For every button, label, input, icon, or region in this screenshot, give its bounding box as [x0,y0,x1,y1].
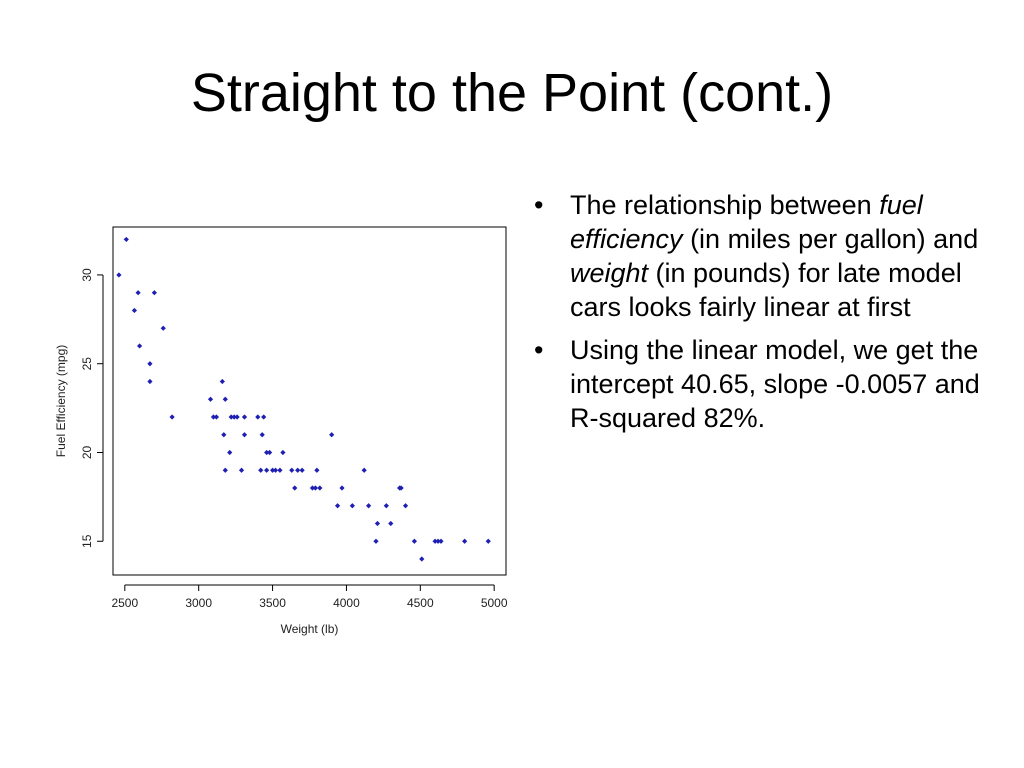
data-point [123,236,129,243]
bullet-text-segment: The relationship between [570,190,880,220]
data-point [398,485,404,491]
data-point [329,432,335,438]
data-point [269,467,276,473]
data-point [222,396,228,402]
y-axis-label: Fuel Efficiency (mpg) [54,345,68,457]
data-point [349,503,355,509]
y-tick-label: 20 [80,445,94,459]
scatter-chart: 2500 3000 3500 4000 4500 5000 15 20 25 30 Weight (… [40,210,530,650]
data-point [131,307,138,314]
x-tick-label: 4000 [333,596,360,610]
bullet-text-segment: Using the linear model, we get the inter… [570,335,980,433]
y-tick-label: 30 [80,268,94,282]
bullet-item: • The relationship between fuel efficien… [530,188,980,324]
data-point [292,485,298,491]
bullet-dot: • [534,335,544,365]
data-point [361,467,367,473]
data-point [258,467,264,473]
data-point [295,467,301,473]
x-tick-label: 4500 [407,596,434,610]
x-tick-label: 3500 [259,596,286,610]
data-point [312,485,319,491]
data-point [264,467,270,473]
data-point [432,538,438,544]
data-point [261,414,267,420]
data-point [238,467,245,473]
data-point [136,343,143,349]
bullet-text-segment: (in pounds) for late model cars looks fa… [570,258,962,322]
data-point [462,538,468,544]
data-point [241,432,248,438]
data-point [309,485,316,491]
data-point [259,432,265,438]
data-point [241,414,248,420]
data-point [147,378,153,385]
data-point [317,485,323,491]
data-point [314,467,320,473]
data-point [160,325,166,331]
data-point [388,520,394,527]
bullet-list: • The relationship between fuel efficien… [530,188,980,444]
data-point [135,290,141,296]
data-point [485,538,491,544]
data-point [234,414,240,420]
data-point [207,396,214,402]
data-point [435,538,441,544]
data-point [373,538,379,544]
x-axis-label: Weight (lb) [281,622,339,636]
data-point [289,467,295,473]
y-tick-label: 25 [80,357,94,371]
slide-title: Straight to the Point (cont.) [190,63,834,123]
data-point [277,467,283,473]
data-point [365,503,372,509]
data-point [151,290,157,296]
data-point [213,414,220,420]
data-point [221,432,227,438]
data-point [116,272,122,278]
bullet-text-italic: fuel efficiency [570,190,923,254]
data-point [438,538,444,544]
data-point [419,556,425,562]
x-tick-label: 3000 [185,596,212,610]
y-tick-label: 15 [80,534,94,548]
data-point [339,485,345,491]
data-point [169,414,175,420]
data-point [299,467,305,473]
data-point [383,503,389,509]
chart-svg: 2500 3000 3500 4000 4500 5000 15 20 25 30 Weight (… [54,226,508,636]
data-point [334,503,341,509]
data-point [267,449,273,456]
x-tick-label: 5000 [481,596,508,610]
data-point [255,414,261,420]
data-point [147,361,153,367]
x-tick-label: 2500 [111,596,138,610]
plot-frame [112,226,507,576]
bullet-dot: • [534,190,544,220]
data-point [280,449,286,456]
data-point [227,449,233,456]
data-point [222,467,228,473]
data-point [402,503,409,509]
bullet-text-segment: (in miles per gallon) and [682,224,979,254]
bullet-item: • Using the linear model, we get the int… [530,333,980,435]
bullet-text-italic: weight [570,258,649,288]
data-point [411,538,417,544]
data-point [219,378,225,385]
data-point [374,520,381,527]
data-point [272,467,279,473]
